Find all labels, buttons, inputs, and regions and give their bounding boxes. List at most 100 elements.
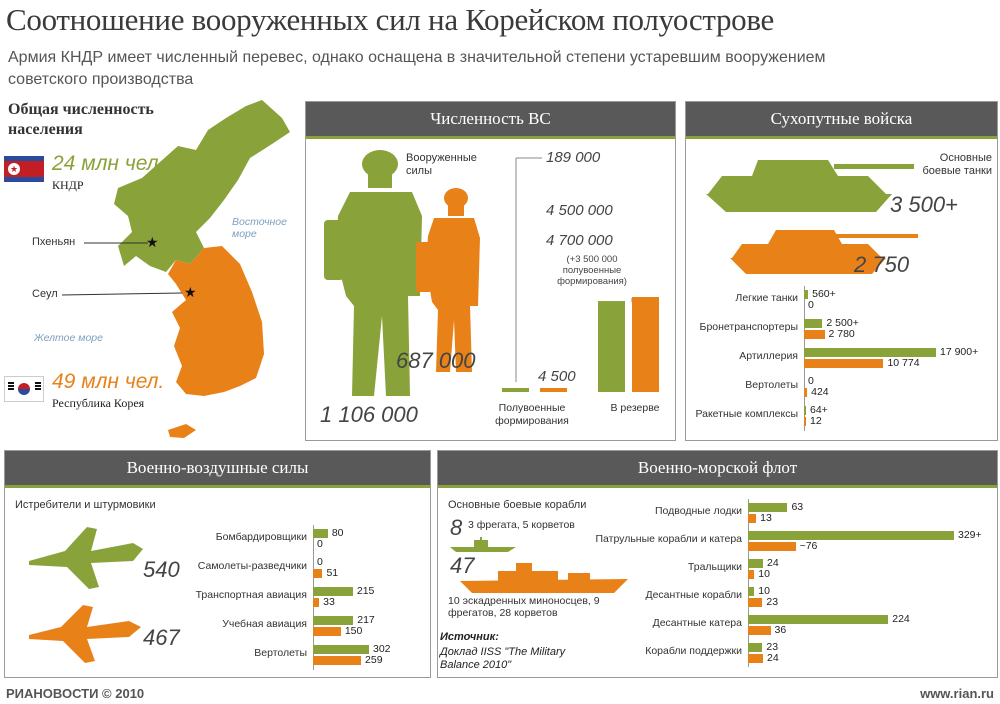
north-fighters-value: 540 bbox=[143, 557, 180, 582]
map-section: Общая численность населения ★ ★ Пхеньян … bbox=[0, 96, 300, 446]
bar-value-label: 302 bbox=[373, 643, 391, 655]
ground-forces-panel: Сухопутные войска Основные боевые танки … bbox=[685, 101, 998, 441]
bar-value-label: 0 bbox=[808, 299, 814, 311]
bar-north bbox=[748, 615, 889, 624]
category-label: Патрульные корабли и катера bbox=[595, 533, 742, 545]
bar-south bbox=[804, 417, 806, 426]
category-label: Десантные катера bbox=[652, 617, 742, 629]
south-soldier-icon bbox=[416, 188, 480, 372]
category-label: Легкие танки bbox=[735, 292, 798, 304]
bar-north bbox=[313, 645, 369, 654]
category-label: Бомбардировщики bbox=[215, 531, 307, 543]
bar-value-label: 63 bbox=[791, 501, 804, 513]
bar-value-label: 424 bbox=[811, 386, 829, 398]
north-para-value: 189 000 bbox=[546, 149, 601, 166]
category-label: Самолеты-разведчики bbox=[197, 560, 307, 572]
south-ships-value: 47 bbox=[450, 553, 475, 578]
bar-value-label: 259 bbox=[365, 654, 383, 666]
north-tank-icon bbox=[706, 160, 914, 212]
north-ship-icon bbox=[450, 537, 516, 552]
south-korea-shape bbox=[168, 246, 264, 396]
bar-south bbox=[313, 569, 323, 578]
bar-south bbox=[748, 654, 764, 663]
bar-north bbox=[748, 531, 954, 540]
bar-value-label: 23 bbox=[766, 596, 779, 608]
north-total-value: 1 106 000 bbox=[320, 402, 418, 427]
air-bar-chart: Бомбардировщики 80 0 Самолеты-разведчики 0 51… bbox=[5, 521, 430, 671]
chart-axis-line bbox=[804, 286, 805, 431]
source-text: Доклад IISS "The Military Balance 2010" bbox=[440, 646, 566, 671]
category-label: Бронетранспортеры bbox=[699, 321, 798, 333]
bar-value-label: 51 bbox=[326, 567, 339, 579]
bar-south bbox=[748, 570, 755, 579]
bar-north-paramilitary bbox=[502, 388, 529, 392]
bar-south-paramilitary bbox=[540, 388, 567, 392]
north-ships-note: 3 фрегата, 5 корветов bbox=[468, 519, 575, 531]
bar-north bbox=[804, 319, 823, 328]
bar-value-label: 0 bbox=[317, 556, 323, 568]
south-country-name: Республика Корея bbox=[52, 396, 145, 410]
navy-panel: Военно-морской флот Основные боевые кора… bbox=[437, 450, 998, 678]
north-reserve-value: 4 500 000 bbox=[546, 202, 613, 219]
south-para-value: 4 500 bbox=[538, 368, 576, 385]
soldiers-illustration bbox=[324, 150, 480, 396]
page-subtitle: Армия КНДР имеет численный перевес, одна… bbox=[8, 49, 826, 88]
north-soldier-icon bbox=[324, 150, 422, 396]
armed-forces-panel: Численность ВС Вооруженные силы 1 106 00… bbox=[305, 101, 676, 441]
bar-south bbox=[748, 542, 796, 551]
north-ships-value: 8 bbox=[450, 515, 463, 540]
bar-value-label: 17 900+ bbox=[940, 346, 979, 358]
south-korea-flag-icon bbox=[4, 376, 44, 402]
bar-value-label: 0 bbox=[317, 538, 323, 550]
population-heading: Общая численность населения bbox=[8, 101, 154, 138]
bar-value-label: 329+ bbox=[958, 529, 982, 541]
bar-value-label: 217 bbox=[357, 614, 375, 626]
fighters-label: Истребители и штурмовики bbox=[15, 499, 156, 511]
bar-north bbox=[748, 559, 764, 568]
seoul-star-icon: ★ bbox=[184, 284, 197, 300]
bar-value-label: 2 500+ bbox=[826, 317, 859, 329]
bar-south bbox=[804, 330, 825, 339]
south-total-value: 687 000 bbox=[396, 348, 476, 373]
bar-north bbox=[804, 348, 936, 357]
bar-value-label: 24 bbox=[767, 652, 779, 664]
navy-heading: Военно-морской флот bbox=[438, 451, 997, 488]
bar-value-label: 215 bbox=[356, 585, 375, 597]
tanks-label: Основные боевые танки bbox=[922, 152, 992, 177]
category-label: Десантные корабли bbox=[645, 589, 742, 601]
south-fighters-value: 467 bbox=[143, 625, 180, 650]
pyongyang-label: Пхеньян bbox=[32, 236, 76, 248]
bar-value-label: 224 bbox=[892, 613, 910, 625]
bar-value-label: 64+ bbox=[810, 404, 828, 416]
bar-value-label: 80 bbox=[331, 527, 344, 539]
seoul-label: Сеул bbox=[32, 288, 58, 300]
bar-value-label: 12 bbox=[810, 415, 822, 427]
category-label: Подводные лодки bbox=[654, 505, 742, 517]
bar-value-label: 36 bbox=[774, 624, 787, 636]
reserve-label: В резерве bbox=[610, 402, 660, 414]
bar-value-label: ~76 bbox=[799, 540, 818, 552]
south-ship-icon bbox=[460, 563, 628, 593]
bar-value-label: 23 bbox=[766, 641, 779, 653]
north-korea-shape bbox=[114, 100, 290, 272]
bar-north bbox=[748, 503, 788, 512]
bar-south bbox=[748, 626, 771, 635]
bar-north bbox=[804, 290, 809, 299]
bar-north bbox=[748, 643, 763, 652]
bar-north bbox=[313, 616, 354, 625]
category-label: Вертолеты bbox=[254, 647, 307, 659]
source-label: Источник: bbox=[440, 631, 499, 643]
armed-forces-heading: Численность ВС bbox=[306, 102, 675, 139]
south-jet-icon bbox=[29, 605, 141, 663]
bar-south bbox=[804, 359, 884, 368]
category-label: Учебная авиация bbox=[222, 618, 307, 630]
south-tank-icon bbox=[730, 230, 918, 274]
bar-north-reserve bbox=[598, 301, 625, 392]
bar-north bbox=[748, 587, 755, 596]
bar-value-label: 10 774 bbox=[887, 357, 920, 369]
category-label: Ракетные комплексы bbox=[695, 408, 798, 420]
armed-forces-label: Вооруженные силы bbox=[406, 152, 477, 177]
bar-south bbox=[313, 656, 362, 665]
ground-forces-heading: Сухопутные войска bbox=[686, 102, 997, 139]
bar-north bbox=[313, 587, 353, 596]
